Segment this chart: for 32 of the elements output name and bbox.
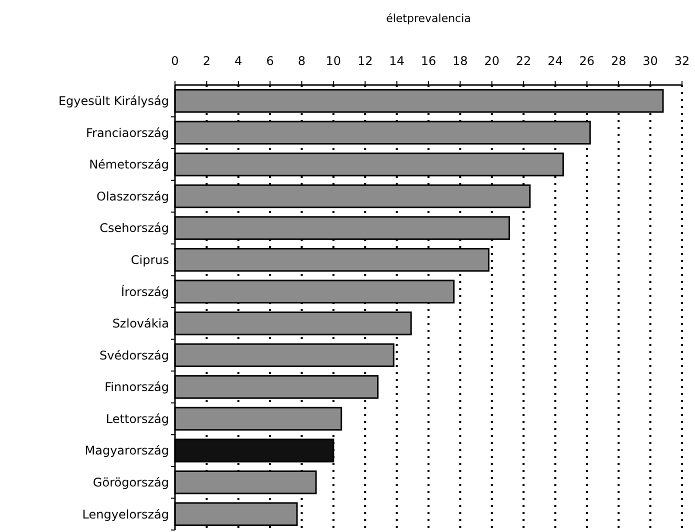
- y-tick-label: Ciprus: [130, 253, 169, 268]
- y-tick-label: Csehország: [100, 221, 169, 236]
- y-tick-label: Lengyelország: [82, 507, 169, 522]
- x-tick-label: 20: [484, 54, 500, 68]
- x-tick-label: 4: [234, 54, 242, 68]
- x-tick-label: 14: [389, 54, 404, 68]
- x-tick-label: 8: [298, 54, 306, 68]
- y-tick-label: Svédország: [99, 348, 169, 362]
- y-tick-label: Görögország: [92, 476, 169, 490]
- y-tick-label: Szlovákia: [112, 316, 169, 331]
- y-tick-label: Egyesült Királyság: [58, 94, 169, 108]
- y-tick-label: Finnország: [104, 380, 169, 394]
- y-tick-label: Lettország: [106, 412, 169, 426]
- y-tick-label: Írország: [120, 284, 169, 299]
- x-tick-label: 28: [610, 54, 626, 68]
- x-tick-label: 10: [326, 54, 342, 68]
- x-tick-label: 18: [452, 54, 468, 68]
- x-tick-label: 6: [266, 54, 274, 68]
- x-tick-label: 16: [420, 54, 436, 68]
- x-axis-title: életprevalencia: [386, 12, 471, 25]
- y-tick-label: Olaszország: [96, 189, 169, 204]
- x-tick-label: 22: [516, 54, 532, 68]
- x-tick-label: 12: [357, 54, 373, 68]
- x-tick-label: 26: [579, 54, 595, 68]
- x-tick-label: 30: [642, 54, 658, 68]
- x-tick-label: 32: [674, 54, 690, 68]
- y-tick-label: Magyarország: [84, 444, 169, 458]
- y-tick-label: Franciaország: [86, 126, 169, 140]
- x-tick-label: 0: [171, 54, 179, 68]
- x-tick-label: 24: [548, 54, 563, 68]
- y-tick-label: Németország: [89, 158, 169, 172]
- x-tick-label: 2: [202, 54, 211, 68]
